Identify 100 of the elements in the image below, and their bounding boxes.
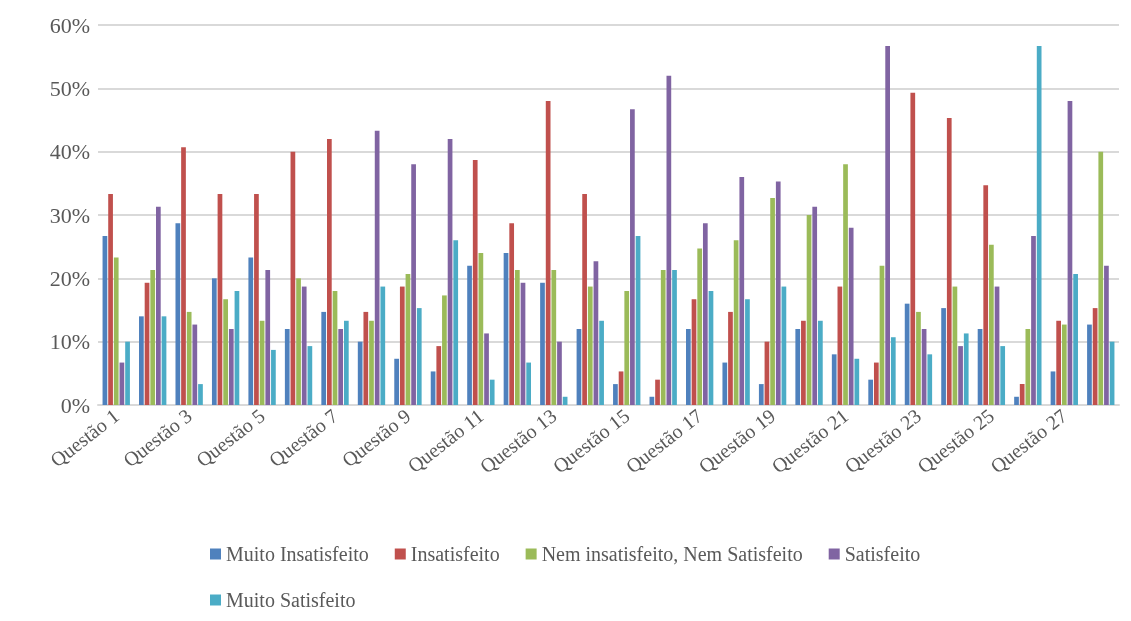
- bar: [685, 329, 691, 405]
- bar: [599, 320, 604, 405]
- bar: [442, 295, 447, 405]
- bar: [321, 311, 327, 405]
- bar: [963, 333, 969, 405]
- bar: [108, 194, 113, 405]
- bar: [175, 223, 181, 405]
- bar: [697, 248, 703, 405]
- bar: [1087, 324, 1092, 405]
- bar: [1056, 320, 1061, 405]
- bar: [672, 270, 677, 405]
- bar: [338, 329, 344, 405]
- bar: [1098, 151, 1104, 405]
- y-tick-label: 20%: [49, 265, 90, 291]
- bar: [436, 346, 442, 405]
- y-tick-label: 30%: [49, 202, 90, 228]
- legend-label: Muito Insatisfeito: [226, 543, 369, 565]
- bar: [254, 194, 259, 405]
- bar: [702, 223, 708, 405]
- bar: [818, 320, 823, 405]
- bar: [545, 101, 551, 405]
- bar: [958, 346, 963, 405]
- y-tick-label: 40%: [49, 139, 90, 165]
- bar: [1025, 329, 1031, 405]
- bar: [125, 341, 130, 405]
- y-tick-label: 60%: [49, 12, 90, 38]
- bar: [453, 240, 459, 405]
- bar: [910, 92, 916, 405]
- bar: [1061, 324, 1067, 405]
- bar: [941, 308, 946, 405]
- bar: [873, 362, 879, 405]
- bar: [526, 362, 532, 405]
- bar: [770, 197, 775, 405]
- bar: [540, 282, 545, 405]
- bar: [284, 329, 290, 405]
- bar: [795, 329, 801, 405]
- bar: [211, 278, 217, 405]
- bar: [801, 320, 806, 405]
- bar: [739, 177, 745, 405]
- bar: [630, 109, 635, 405]
- bar: [181, 147, 186, 405]
- legend-label: Satisfeito: [844, 543, 921, 565]
- bar: [722, 362, 728, 405]
- bar: [296, 278, 301, 405]
- legend-label: Insatisfeito: [410, 543, 500, 565]
- y-tick-label: 50%: [49, 75, 90, 101]
- bar: [198, 384, 203, 405]
- bar: [369, 320, 374, 405]
- bar: [472, 159, 478, 405]
- bar: [946, 118, 952, 405]
- bar: [1073, 273, 1078, 405]
- bar: [301, 286, 307, 405]
- bar: [399, 286, 405, 405]
- bar: [139, 316, 144, 405]
- bar: [655, 379, 660, 405]
- bar: [363, 311, 369, 405]
- bar: [989, 244, 994, 405]
- bar: [812, 206, 818, 405]
- bar: [489, 379, 495, 405]
- bar: [228, 329, 234, 405]
- bar: [248, 257, 254, 405]
- bar: [848, 227, 854, 405]
- bar: [983, 185, 989, 405]
- bar: [223, 299, 228, 405]
- bar: [916, 311, 921, 405]
- bar: [327, 139, 332, 405]
- y-tick-label: 0%: [60, 392, 90, 418]
- bar: [357, 341, 363, 405]
- bar: [831, 354, 837, 405]
- bar: [156, 206, 161, 405]
- bar: [380, 286, 386, 405]
- bar: [411, 164, 416, 405]
- legend-label: Nem insatisfeito, Nem Satisfeito: [541, 543, 803, 565]
- bar: [484, 333, 489, 405]
- bar: [113, 257, 119, 405]
- bar: [271, 349, 276, 405]
- bar: [843, 164, 848, 405]
- bar: [150, 270, 156, 405]
- bar: [265, 270, 271, 405]
- bar: [890, 337, 896, 405]
- bar: [1036, 45, 1042, 405]
- bar: [467, 265, 472, 405]
- bar: [186, 311, 192, 405]
- bar: [1014, 396, 1019, 405]
- bar: [582, 194, 587, 405]
- bar: [192, 324, 198, 405]
- y-tick-label: 10%: [49, 329, 90, 355]
- bar: [854, 358, 860, 405]
- bar: [343, 320, 349, 405]
- bar: [613, 384, 618, 405]
- legend-label: Muito Satisfeito: [226, 589, 356, 611]
- bar: [394, 358, 399, 405]
- bar: [1019, 384, 1025, 405]
- bar: [624, 291, 630, 405]
- bar: [868, 379, 874, 405]
- bar: [758, 384, 764, 405]
- bar: [885, 45, 890, 405]
- bar: [660, 270, 666, 405]
- bar: [927, 354, 933, 405]
- bar: [775, 181, 781, 405]
